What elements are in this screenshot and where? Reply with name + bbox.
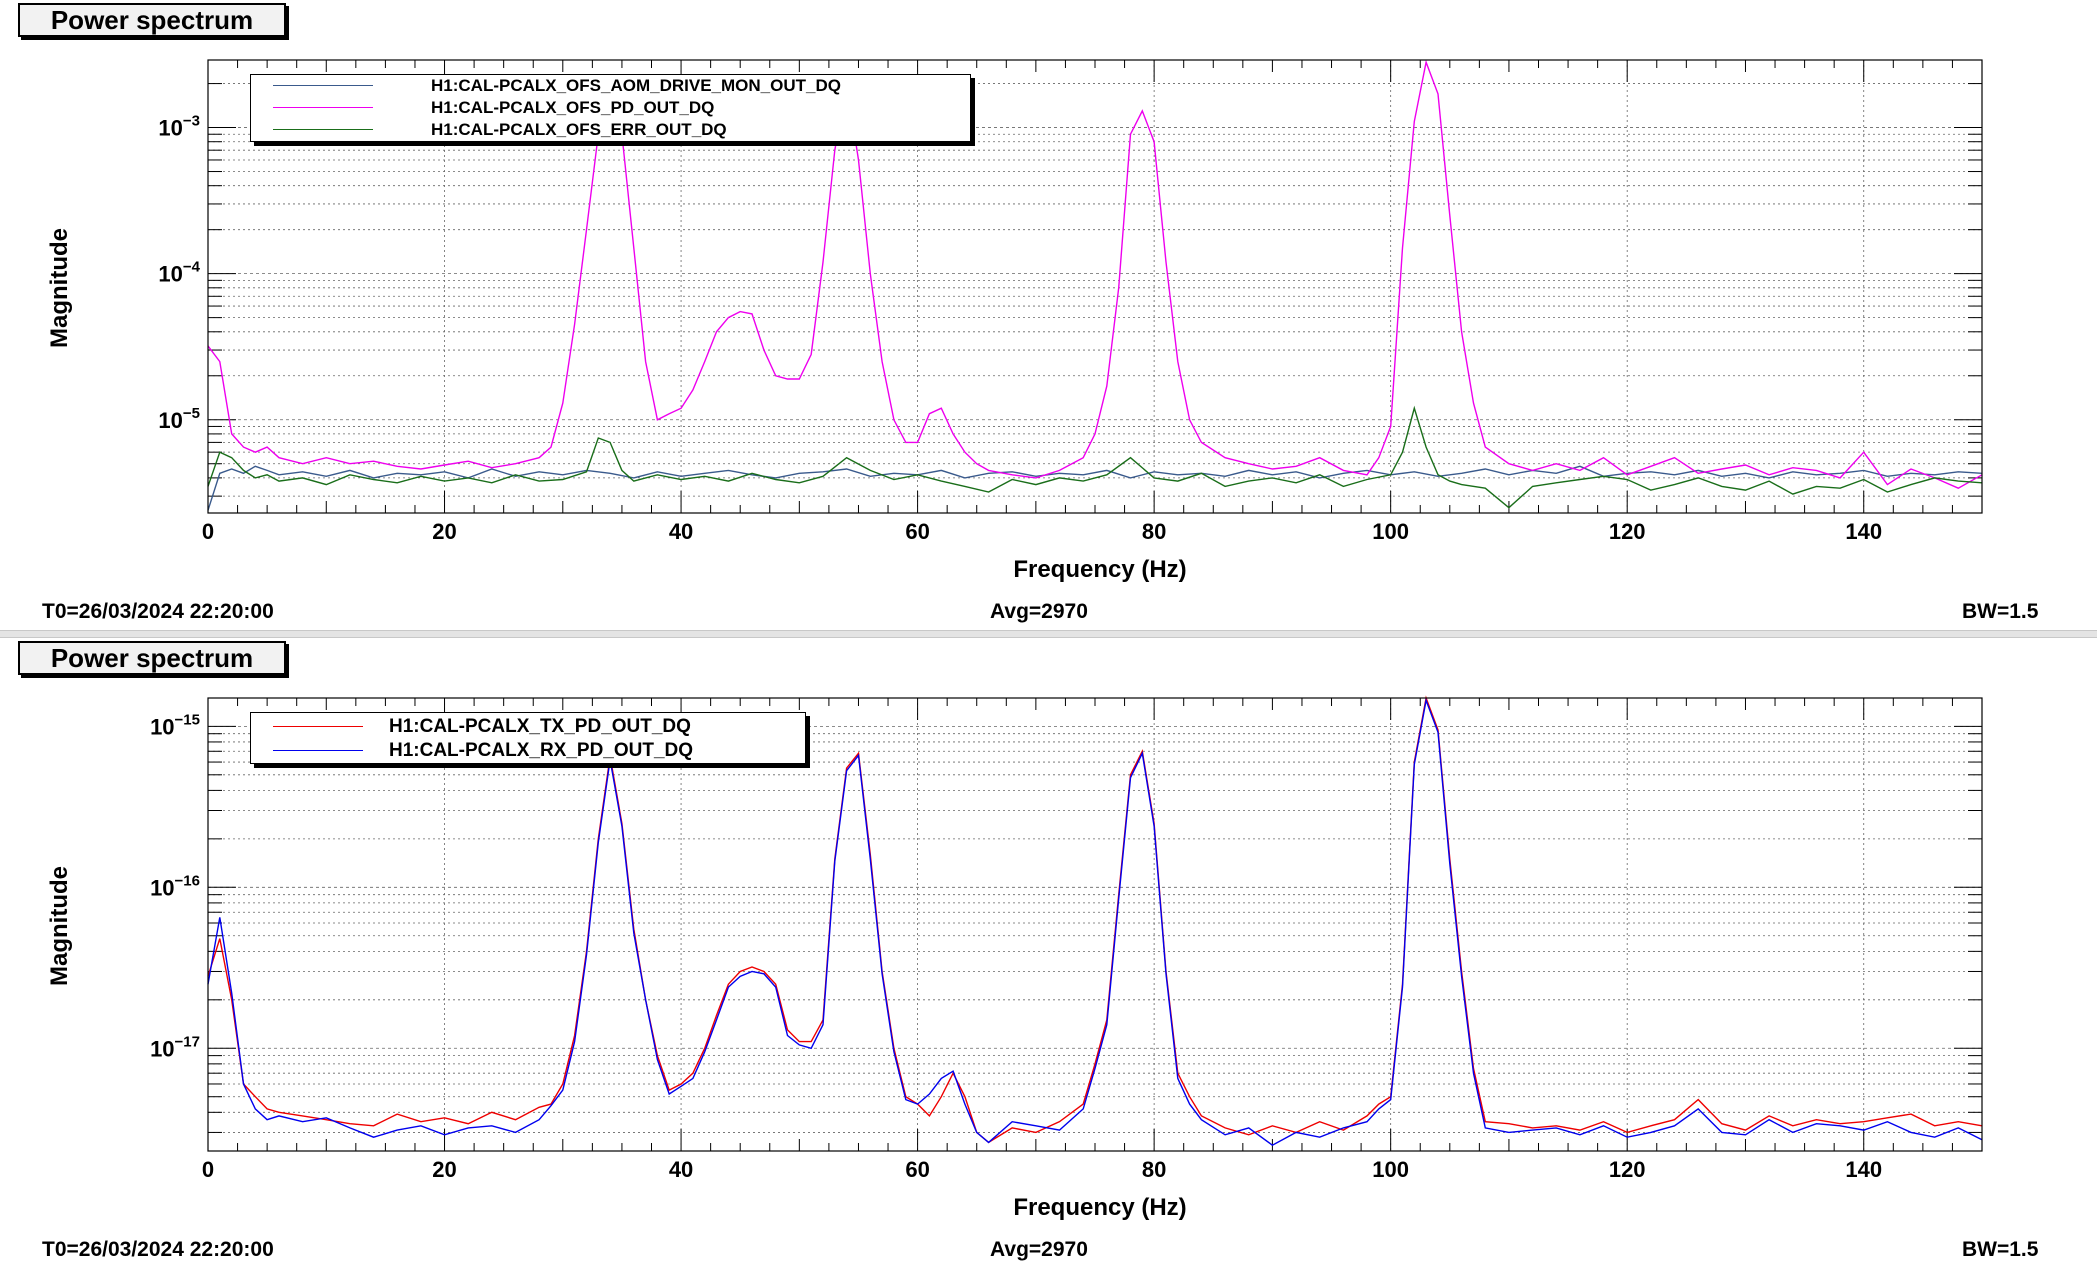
x-axis-label: Frequency (Hz) (1013, 1194, 1187, 1221)
gridlines (207, 60, 1983, 513)
x-tick-label: 120 (1609, 519, 1646, 544)
x-tick-label: 40 (669, 1157, 693, 1182)
footer-t0: T0=26/03/2024 22:20:00 (42, 600, 274, 623)
y-axis-label: Magnitude (46, 866, 73, 986)
legend-label: H1:CAL-PCALX_OFS_PD_OUT_DQ (431, 98, 715, 117)
legend-swatch (273, 726, 363, 727)
legend-label: H1:CAL-PCALX_OFS_ERR_OUT_DQ (431, 120, 727, 139)
footer-t0: T0=26/03/2024 22:20:00 (42, 1238, 274, 1261)
legend-label: H1:CAL-PCALX_RX_PD_OUT_DQ (389, 740, 694, 761)
x-tick-label: 120 (1609, 1157, 1646, 1182)
y-tick-label: 10−4 (158, 259, 200, 287)
legend-label: H1:CAL-PCALX_TX_PD_OUT_DQ (389, 716, 691, 737)
legend-entry: H1:CAL-PCALX_OFS_AOM_DRIVE_MON_OUT_DQ (251, 75, 970, 97)
y-tick-label: 10−5 (158, 405, 200, 433)
x-tick-label: 140 (1845, 1157, 1882, 1182)
footer-avg: Avg=2970 (990, 1238, 1088, 1261)
series-line (207, 59, 1983, 489)
x-tick-label: 100 (1372, 519, 1409, 544)
footer-avg: Avg=2970 (990, 600, 1088, 623)
legend-entry: H1:CAL-PCALX_RX_PD_OUT_DQ (251, 740, 805, 762)
x-tick-label: 140 (1845, 519, 1882, 544)
panel-title: Power spectrum (18, 641, 286, 675)
legend-swatch (273, 107, 373, 108)
series-line (207, 697, 1983, 1147)
x-tick-label: 20 (432, 1157, 456, 1182)
x-tick-label: 80 (1142, 519, 1166, 544)
legend-bottom: H1:CAL-PCALX_TX_PD_OUT_DQ H1:CAL-PCALX_R… (250, 712, 806, 764)
x-tick-label: 20 (432, 519, 456, 544)
footer-bw: BW=1.5 (1962, 1238, 2039, 1261)
x-tick-label: 40 (669, 519, 693, 544)
y-tick-label: 10−15 (150, 711, 200, 739)
footer-bw: BW=1.5 (1962, 600, 2039, 623)
panel-title: Power spectrum (18, 3, 286, 37)
legend-swatch (273, 85, 373, 86)
x-tick-label: 80 (1142, 1157, 1166, 1182)
x-tick-label: 60 (905, 519, 929, 544)
y-tick-label: 10−3 (158, 113, 200, 141)
y-axis-label: Magnitude (46, 228, 73, 348)
legend-swatch (273, 750, 363, 751)
plot-frame (207, 697, 1983, 1152)
bottom-plot-panel: Power spectrum 0 20 40 60 80 100 120 140 10−17 10… (0, 638, 2097, 1268)
x-axis-label: Frequency (Hz) (1013, 556, 1187, 583)
legend-entry: H1:CAL-PCALX_OFS_PD_OUT_DQ (251, 97, 970, 119)
x-tick-label: 60 (905, 1157, 929, 1182)
plot-frame (207, 59, 1983, 514)
legend-entry: H1:CAL-PCALX_TX_PD_OUT_DQ (251, 716, 805, 738)
legend-label: H1:CAL-PCALX_OFS_AOM_DRIVE_MON_OUT_DQ (431, 76, 841, 95)
panel-divider[interactable] (0, 630, 2097, 638)
plot-area (208, 698, 1982, 1151)
legend-swatch (273, 129, 373, 130)
x-tick-label: 0 (202, 1157, 214, 1182)
power-spectrum-chart-bottom: 0 20 40 60 80 100 120 140 10−17 10−16 10−15 (150, 695, 1983, 1182)
legend-top: H1:CAL-PCALX_OFS_AOM_DRIVE_MON_OUT_DQ H1… (250, 74, 971, 142)
series-line (207, 695, 1983, 1144)
x-tick-label: 0 (202, 519, 214, 544)
series-line (207, 405, 1983, 509)
top-plot-panel: Power spectrum 0 20 40 60 80 100 120 140 10−5 10−… (0, 0, 2097, 630)
y-tick-label: 10−16 (150, 872, 200, 900)
x-tick-label: 100 (1372, 1157, 1409, 1182)
series-line (207, 465, 1983, 511)
y-tick-label: 10−17 (150, 1033, 200, 1061)
legend-entry: H1:CAL-PCALX_OFS_ERR_OUT_DQ (251, 119, 970, 141)
